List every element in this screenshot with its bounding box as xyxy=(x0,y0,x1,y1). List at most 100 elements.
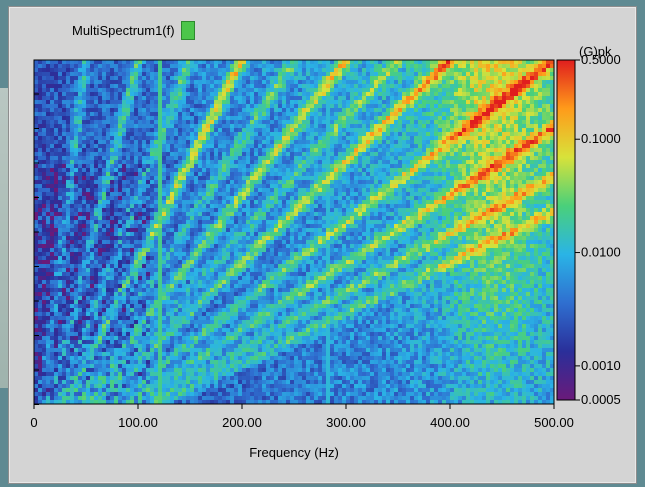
heatmap-cell xyxy=(278,152,283,157)
heatmap-cell xyxy=(82,88,87,93)
heatmap-cell xyxy=(210,156,215,161)
heatmap-cell xyxy=(446,160,451,165)
heatmap-cell xyxy=(290,120,295,125)
heatmap-cell xyxy=(170,100,175,105)
heatmap-cell xyxy=(462,124,467,129)
heatmap-cell xyxy=(386,160,391,165)
heatmap-cell xyxy=(110,60,115,65)
heatmap-cell xyxy=(350,184,355,189)
heatmap-cell xyxy=(490,184,495,189)
heatmap-cell xyxy=(382,164,387,169)
heatmap-cell xyxy=(170,60,175,65)
heatmap-cell xyxy=(34,88,39,93)
heatmap-cell xyxy=(466,136,471,141)
heatmap-cell xyxy=(98,176,103,181)
heatmap-cell xyxy=(206,208,211,213)
heatmap-cell xyxy=(98,164,103,169)
heatmap-cell xyxy=(186,116,191,121)
heatmap-cell xyxy=(346,180,351,185)
heatmap-cell xyxy=(434,92,439,97)
heatmap-cell xyxy=(130,60,135,65)
heatmap-cell xyxy=(274,140,279,145)
heatmap-cell xyxy=(538,188,543,193)
heatmap-cell xyxy=(46,160,51,165)
heatmap-cell xyxy=(122,192,127,197)
heatmap-cell xyxy=(90,164,95,169)
heatmap-cell xyxy=(106,144,111,149)
heatmap-cell xyxy=(338,68,343,73)
heatmap-cell xyxy=(206,96,211,101)
heatmap-cell xyxy=(74,160,79,165)
heatmap-cell xyxy=(138,124,143,129)
heatmap-cell xyxy=(270,128,275,133)
heatmap-cell xyxy=(290,160,295,165)
heatmap-cell xyxy=(366,84,371,89)
heatmap-cell xyxy=(222,212,227,217)
heatmap-cell xyxy=(498,96,503,101)
heatmap-cell xyxy=(118,188,123,193)
heatmap-cell xyxy=(38,108,43,113)
heatmap-cell xyxy=(350,148,355,153)
heatmap-cell xyxy=(274,128,279,133)
heatmap-cell xyxy=(294,200,299,205)
heatmap-cell xyxy=(230,64,235,69)
heatmap-cell xyxy=(130,196,135,201)
heatmap-cell xyxy=(334,192,339,197)
heatmap-cell xyxy=(398,148,403,153)
heatmap-cell xyxy=(302,124,307,129)
heatmap-cell xyxy=(338,120,343,125)
heatmap-cell xyxy=(550,180,554,185)
heatmap-cell xyxy=(354,120,359,125)
heatmap-cell xyxy=(54,64,59,69)
heatmap-cell xyxy=(394,96,399,101)
heatmap-cell xyxy=(310,112,315,117)
heatmap-cell xyxy=(86,180,91,185)
heatmap-cell xyxy=(154,116,159,121)
heatmap-cell xyxy=(126,128,131,133)
heatmap-cell xyxy=(454,116,459,121)
heatmap-cell xyxy=(70,192,75,197)
heatmap-cell xyxy=(390,152,395,157)
heatmap-cell xyxy=(242,88,247,93)
heatmap-cell xyxy=(310,204,315,209)
heatmap-cell xyxy=(334,156,339,161)
heatmap-cell xyxy=(322,184,327,189)
heatmap-cell xyxy=(234,140,239,145)
heatmap-cell xyxy=(218,96,223,101)
heatmap-cell xyxy=(522,144,527,149)
heatmap-cell xyxy=(354,132,359,137)
heatmap-cell xyxy=(294,128,299,133)
heatmap-cell xyxy=(442,100,447,105)
heatmap-cell xyxy=(322,64,327,69)
heatmap-cell xyxy=(370,128,375,133)
heatmap-cell xyxy=(534,196,539,201)
heatmap-cell xyxy=(206,180,211,185)
heatmap-cell xyxy=(114,196,119,201)
heatmap-cell xyxy=(326,64,331,69)
heatmap-cell xyxy=(230,176,235,181)
heatmap-cell xyxy=(286,128,291,133)
heatmap-cell xyxy=(542,80,547,85)
heatmap-cell xyxy=(78,72,83,77)
heatmap-cell xyxy=(446,200,451,205)
heatmap-cell xyxy=(122,60,127,65)
heatmap-cell xyxy=(98,140,103,145)
heatmap-cell xyxy=(266,192,271,197)
heatmap-cell xyxy=(518,148,523,153)
heatmap-cell xyxy=(250,116,255,121)
heatmap-cell xyxy=(198,100,203,105)
heatmap-cell xyxy=(366,196,371,201)
heatmap-cell xyxy=(386,164,391,169)
heatmap-cell xyxy=(306,172,311,177)
heatmap-cell xyxy=(138,80,143,85)
heatmap-cell xyxy=(306,184,311,189)
heatmap-cell xyxy=(426,156,431,161)
heatmap-cell xyxy=(350,172,355,177)
heatmap-cell xyxy=(182,116,187,121)
heatmap-cell xyxy=(62,212,67,217)
heatmap-cell xyxy=(446,72,451,77)
heatmap-cell xyxy=(174,192,179,197)
heatmap-cell xyxy=(378,208,383,213)
heatmap-cell xyxy=(546,132,551,137)
heatmap-cell xyxy=(50,88,55,93)
